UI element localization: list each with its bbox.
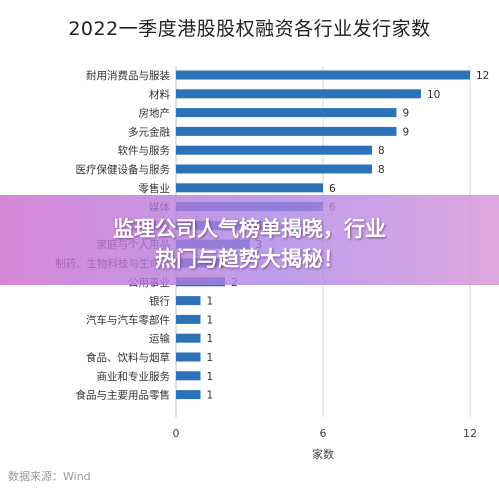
category-label: 医疗保健设备与服务 <box>76 163 171 176</box>
category-label: 零售业 <box>139 182 171 195</box>
category-label: 软件与服务 <box>118 144 171 157</box>
data-label: 9 <box>403 126 410 138</box>
bar <box>176 333 201 343</box>
category-label: 银行 <box>149 295 170 308</box>
overlay-headline-line1: 监理公司人气榜单揭晓，行业 <box>113 217 386 241</box>
bar <box>176 296 201 306</box>
bar <box>176 352 201 362</box>
chart-title: 2022一季度港股股权融资各行业发行家数 <box>68 18 431 40</box>
data-label: 8 <box>378 145 385 157</box>
bar <box>176 145 372 155</box>
x-tick-label: 12 <box>463 427 477 440</box>
x-axis-label: 家数 <box>312 447 334 461</box>
data-label: 12 <box>476 70 489 82</box>
bar <box>176 164 372 174</box>
category-label: 商业和专业服务 <box>97 370 171 383</box>
bar <box>176 126 397 136</box>
data-label: 1 <box>207 333 214 345</box>
bar <box>176 89 421 99</box>
data-label: 9 <box>403 108 410 120</box>
category-label: 运输 <box>149 332 170 345</box>
data-label: 1 <box>207 296 214 308</box>
bar <box>176 108 397 118</box>
category-label: 房地产 <box>139 107 171 120</box>
overlay-headline-line2: 热门与趋势大揭秘！ <box>155 247 344 271</box>
source-note: 数据来源：Wind <box>8 470 91 483</box>
bar <box>176 70 470 80</box>
bar <box>176 390 201 400</box>
overlay-banner <box>0 195 499 285</box>
bar <box>176 183 323 193</box>
category-label: 耐用消费品与服装 <box>86 69 170 82</box>
category-label: 食品与主要用品零售 <box>76 389 171 402</box>
data-label: 8 <box>378 164 385 176</box>
data-label: 1 <box>207 390 214 402</box>
x-tick-label: 6 <box>320 427 327 440</box>
category-label: 汽车与汽车零部件 <box>86 313 170 326</box>
data-label: 10 <box>427 89 440 101</box>
data-label: 1 <box>207 314 214 326</box>
x-tick-label: 0 <box>173 427 180 440</box>
category-label: 多元金融 <box>128 125 170 138</box>
overlay-headline: 监理公司人气榜单揭晓，行业 热门与趋势大揭秘！ <box>20 214 479 274</box>
category-label: 材料 <box>149 88 170 101</box>
data-label: 1 <box>207 352 214 364</box>
data-label: 6 <box>329 183 336 195</box>
bar <box>176 314 201 324</box>
category-label: 食品、饮料与烟草 <box>86 351 170 364</box>
bar <box>176 371 201 381</box>
data-label: 1 <box>207 371 214 383</box>
